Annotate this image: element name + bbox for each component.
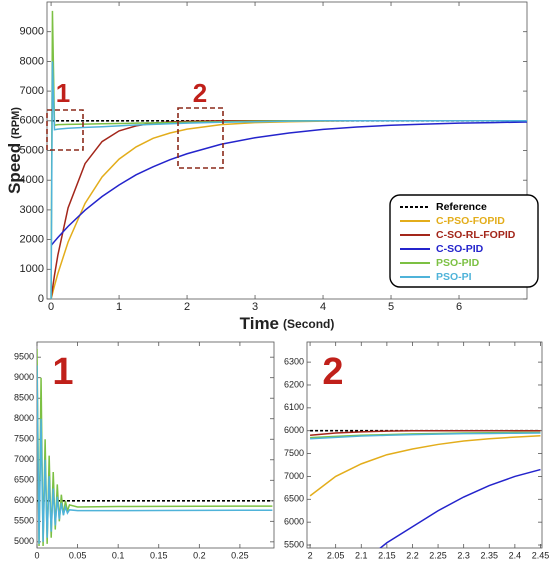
x-tick-label: 1	[116, 301, 122, 313]
y-tick-label: 7000	[20, 85, 44, 97]
x-axis-label: Time (Second)	[240, 314, 335, 333]
x-tick-label: 2.3	[457, 550, 470, 560]
x-tick-label: 0.05	[69, 550, 87, 560]
x-tick-label: 2.1	[355, 550, 368, 560]
zoom-label: 1	[52, 351, 73, 393]
x-tick-label: 2.35	[481, 550, 499, 560]
y-tick-label: 9500	[14, 352, 34, 362]
legend-label: C-SO-RL-FOPID	[436, 229, 516, 241]
x-tick-label: 2.25	[429, 550, 447, 560]
x-tick-label: 3	[252, 301, 258, 313]
y-tick-label: 6000	[284, 517, 304, 527]
legend-label: PSO-PID	[436, 257, 480, 269]
x-tick-label: 5	[388, 301, 394, 313]
y-tick-label: 9000	[14, 372, 34, 382]
legend-label: C-PSO-FOPID	[436, 215, 505, 227]
legend-label: Reference	[436, 201, 487, 213]
y-axis-label-unit: (RPM)	[10, 107, 22, 139]
x-tick-label: 0.15	[150, 550, 168, 560]
series-line	[309, 434, 541, 497]
x-tick-label: 0.2	[193, 550, 206, 560]
x-tick-label: 0	[34, 550, 39, 560]
y-tick-label: 8500	[14, 393, 34, 403]
y-tick-label: 9000	[20, 26, 44, 38]
series-line	[310, 432, 541, 440]
series-line	[379, 468, 541, 548]
y-tick-label: 6000	[284, 425, 304, 435]
plot-frame	[36, 341, 275, 549]
y-tick-label: 6000	[20, 115, 44, 127]
x-tick-label: 2.15	[378, 550, 396, 560]
y-tick-label: 7000	[284, 471, 304, 481]
y-tick-label: 5000	[14, 536, 34, 546]
y-tick-label: 3000	[20, 204, 44, 216]
series-line	[310, 429, 541, 437]
zoom-box	[177, 107, 224, 169]
x-axis-label-unit: (Second)	[283, 317, 334, 331]
x-tick-label: 2	[184, 301, 190, 313]
x-tick-label: 4	[320, 301, 326, 313]
y-tick-label: 0	[38, 293, 44, 305]
x-tick-label: 0	[48, 301, 54, 313]
y-tick-label: 6100	[284, 402, 304, 412]
zoom-box	[46, 109, 84, 151]
legend-label: PSO-PI	[436, 271, 472, 283]
y-tick-label: 6200	[284, 379, 304, 389]
y-tick-label: 6300	[284, 356, 304, 366]
y-tick-label: 8000	[14, 413, 34, 423]
y-tick-label: 6500	[284, 494, 304, 504]
x-tick-label: 2.2	[406, 550, 419, 560]
legend-label: C-SO-PID	[436, 243, 484, 255]
x-tick-label: 2.4	[509, 550, 522, 560]
y-tick-label: 7000	[14, 454, 34, 464]
y-tick-label: 7500	[14, 434, 34, 444]
y-tick-label: 6000	[14, 495, 34, 505]
x-tick-label: 2.05	[327, 550, 345, 560]
zoom-annotation: 2	[193, 78, 207, 108]
x-tick-label: 2.45	[532, 550, 550, 560]
y-axis-label: Speed (RPM)	[5, 107, 24, 194]
x-tick-label: 0.25	[231, 550, 249, 560]
y-tick-label: 5000	[20, 144, 44, 156]
y-tick-label: 5500	[284, 539, 304, 549]
y-tick-label: 4000	[20, 174, 44, 186]
x-tick-label: 0.1	[112, 550, 125, 560]
series-line	[37, 365, 273, 544]
plot-lines	[309, 429, 541, 548]
plot-frame	[306, 341, 543, 549]
x-tick-label: 2	[308, 550, 313, 560]
y-tick-label: 7500	[284, 448, 304, 458]
y-tick-label: 8000	[20, 55, 44, 67]
y-tick-label: 5500	[14, 516, 34, 526]
y-axis-label-main: Speed	[5, 143, 24, 194]
y-tick-label: 6500	[14, 475, 34, 485]
x-tick-label: 6	[456, 301, 462, 313]
y-tick-label: 1000	[20, 263, 44, 275]
y-tick-label: 2000	[20, 234, 44, 246]
zoom-label: 2	[322, 351, 343, 393]
plot-lines	[37, 348, 273, 546]
zoom-annotation: 1	[56, 78, 70, 108]
x-axis-label-main: Time	[240, 314, 279, 333]
